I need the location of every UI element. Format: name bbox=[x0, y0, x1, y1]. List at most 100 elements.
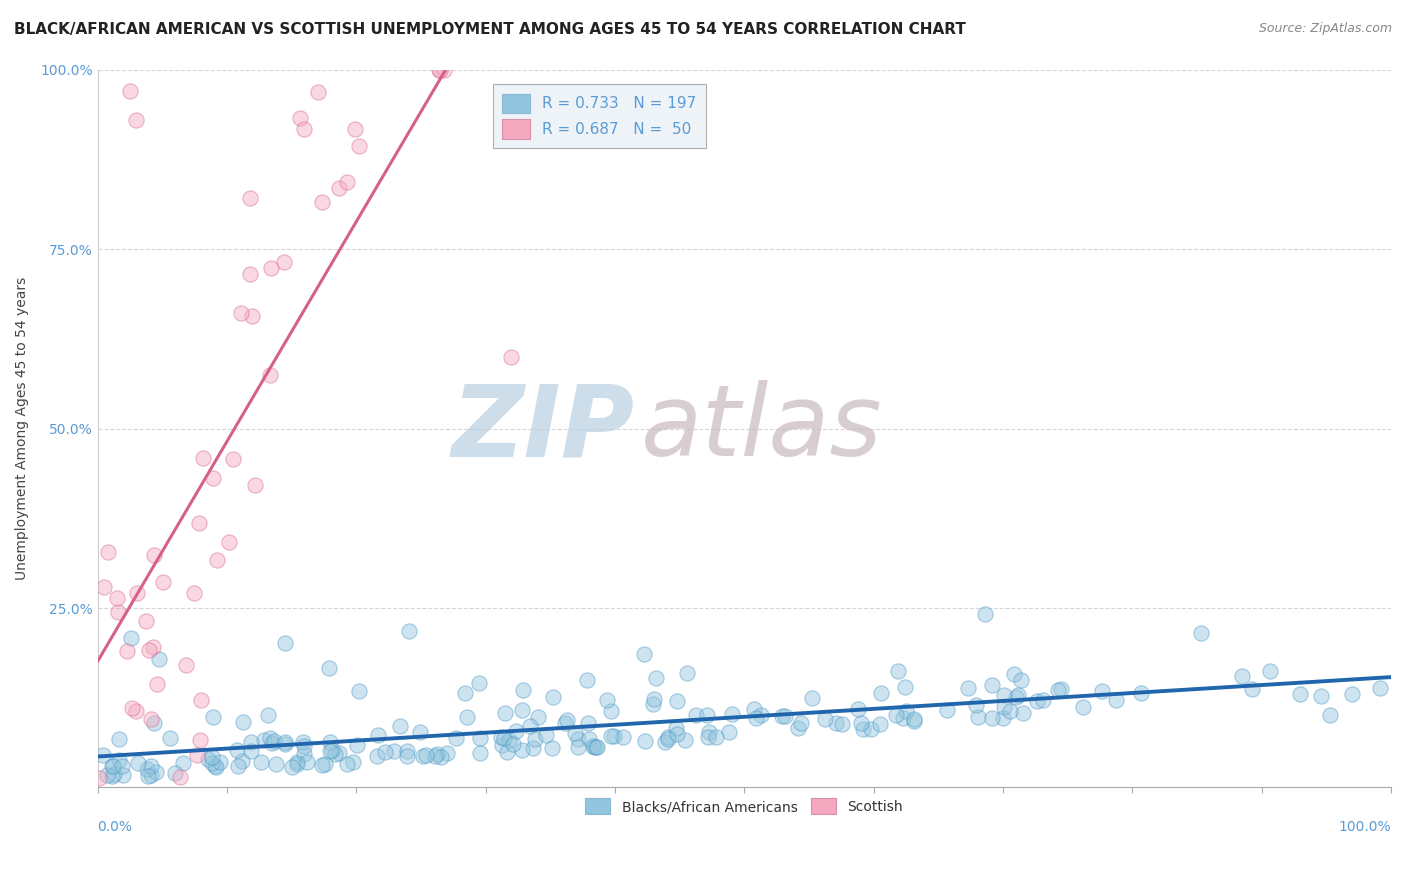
Point bbox=[981, 710, 1004, 724]
Point bbox=[321, 743, 343, 757]
Point bbox=[599, 704, 621, 718]
Point bbox=[101, 758, 124, 772]
Point bbox=[685, 708, 707, 723]
Point bbox=[673, 732, 696, 747]
Point bbox=[519, 719, 541, 733]
Point bbox=[496, 745, 519, 759]
Point bbox=[468, 676, 491, 690]
Point bbox=[852, 722, 875, 736]
Point bbox=[342, 755, 364, 769]
Point bbox=[654, 734, 676, 748]
Point bbox=[409, 725, 432, 739]
Point bbox=[432, 62, 454, 77]
Point bbox=[285, 755, 308, 769]
Point bbox=[328, 746, 350, 760]
Point bbox=[695, 707, 717, 722]
Point bbox=[1369, 681, 1392, 696]
Point bbox=[773, 709, 796, 723]
Point bbox=[884, 708, 907, 723]
Point bbox=[786, 721, 808, 735]
Point bbox=[770, 708, 793, 723]
Point bbox=[222, 451, 245, 466]
Point bbox=[311, 194, 333, 209]
Point bbox=[831, 717, 853, 731]
Point bbox=[374, 745, 396, 759]
Point bbox=[586, 739, 609, 754]
Point bbox=[103, 766, 125, 780]
Text: 0.0%: 0.0% bbox=[97, 820, 132, 834]
Point bbox=[292, 735, 315, 749]
Point bbox=[641, 698, 664, 712]
Point bbox=[367, 728, 389, 742]
Point bbox=[307, 85, 329, 99]
Text: atlas: atlas bbox=[641, 380, 883, 477]
Point bbox=[229, 306, 252, 320]
Point bbox=[851, 716, 873, 731]
Point bbox=[264, 757, 287, 772]
Point bbox=[657, 731, 679, 746]
Point bbox=[582, 739, 605, 753]
Point bbox=[935, 703, 957, 717]
Point bbox=[190, 692, 212, 706]
Point bbox=[510, 742, 533, 756]
Point bbox=[894, 680, 917, 694]
Point bbox=[1010, 673, 1032, 687]
Point bbox=[382, 744, 405, 758]
Point bbox=[666, 694, 689, 708]
Point bbox=[554, 715, 576, 730]
Point bbox=[578, 732, 600, 747]
Point bbox=[991, 711, 1014, 725]
Point bbox=[665, 727, 688, 741]
Point bbox=[891, 711, 914, 725]
Point bbox=[1258, 664, 1281, 678]
Point bbox=[115, 643, 138, 657]
Point bbox=[202, 709, 225, 723]
Point bbox=[510, 703, 533, 717]
Point bbox=[139, 768, 162, 782]
Point bbox=[319, 744, 342, 758]
Point bbox=[243, 478, 266, 492]
Point bbox=[260, 736, 283, 750]
Point bbox=[314, 756, 336, 771]
Point bbox=[1007, 688, 1029, 702]
Legend: Blacks/African Americans, Scottish: Blacks/African Americans, Scottish bbox=[579, 793, 908, 820]
Point bbox=[498, 733, 520, 747]
Point bbox=[201, 756, 224, 770]
Point bbox=[454, 685, 477, 699]
Point bbox=[323, 747, 346, 762]
Point bbox=[415, 747, 437, 762]
Point bbox=[966, 710, 988, 724]
Point bbox=[1310, 690, 1333, 704]
Point bbox=[721, 706, 744, 721]
Point bbox=[205, 760, 228, 774]
Point bbox=[169, 770, 191, 784]
Point bbox=[612, 730, 634, 744]
Point bbox=[188, 516, 211, 530]
Point bbox=[1129, 686, 1152, 700]
Point bbox=[425, 749, 447, 764]
Point bbox=[957, 681, 980, 696]
Point bbox=[576, 716, 599, 731]
Point bbox=[1289, 687, 1312, 701]
Point bbox=[395, 743, 418, 757]
Point bbox=[343, 122, 366, 136]
Point bbox=[346, 738, 368, 752]
Point bbox=[201, 470, 224, 484]
Point bbox=[111, 759, 134, 773]
Point bbox=[585, 739, 607, 754]
Point bbox=[366, 748, 388, 763]
Point bbox=[1071, 700, 1094, 714]
Point bbox=[125, 112, 148, 127]
Point bbox=[108, 732, 131, 747]
Text: BLACK/AFRICAN AMERICAN VS SCOTTISH UNEMPLOYMENT AMONG AGES 45 TO 54 YEARS CORREL: BLACK/AFRICAN AMERICAN VS SCOTTISH UNEMP… bbox=[14, 22, 966, 37]
Point bbox=[263, 734, 285, 748]
Text: Source: ZipAtlas.com: Source: ZipAtlas.com bbox=[1258, 22, 1392, 36]
Point bbox=[1032, 692, 1054, 706]
Point bbox=[903, 714, 925, 728]
Point bbox=[107, 752, 129, 766]
Point bbox=[218, 535, 240, 549]
Point bbox=[790, 716, 813, 731]
Point bbox=[1105, 693, 1128, 707]
Point bbox=[887, 664, 910, 678]
Point bbox=[201, 750, 224, 764]
